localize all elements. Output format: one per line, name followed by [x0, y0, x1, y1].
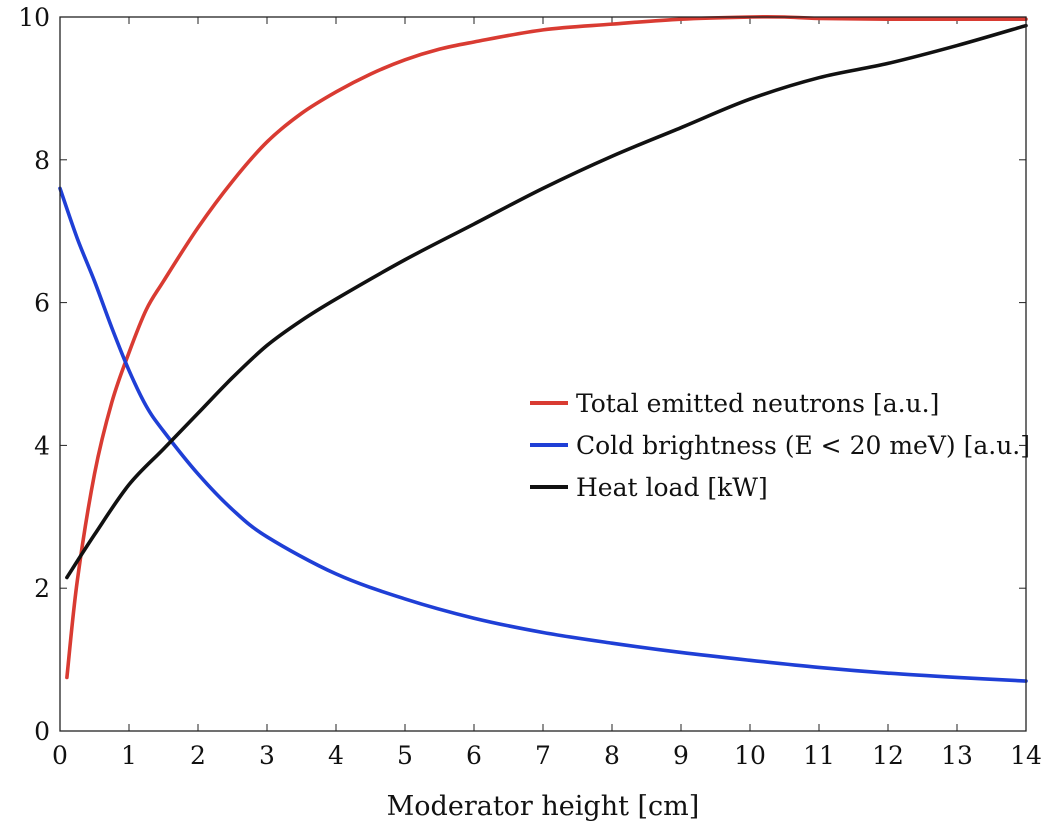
- x-tick-label: 12: [872, 741, 904, 770]
- legend-label: Heat load [kW]: [576, 473, 768, 502]
- y-tick-label: 6: [34, 289, 50, 318]
- x-tick-label: 8: [604, 741, 620, 770]
- series-lines: [58, 14, 1028, 683]
- total-neutrons-line: [65, 14, 1028, 680]
- x-tick-label: 13: [941, 741, 973, 770]
- y-tick-label: 0: [34, 717, 50, 746]
- x-tick-label: 2: [190, 741, 206, 770]
- x-tick-label: 10: [734, 741, 766, 770]
- x-tick-label: 1: [121, 741, 137, 770]
- x-tick-label: 3: [259, 741, 275, 770]
- x-tick-label: 14: [1010, 741, 1042, 770]
- x-tick-label: 9: [673, 741, 689, 770]
- x-tick-label: 0: [52, 741, 68, 770]
- legend: Total emitted neutrons [a.u.] Cold bright…: [530, 389, 1030, 502]
- legend-item-heat-load: Heat load [kW]: [530, 473, 768, 502]
- y-tick-label: 2: [34, 574, 50, 603]
- x-axis-label: Moderator height [cm]: [387, 791, 700, 822]
- y-tick-label: 4: [34, 431, 50, 460]
- x-tick-label: 11: [803, 741, 835, 770]
- legend-item-cold-brightness: Cold brightness (E < 20 meV) [a.u.]: [530, 431, 1030, 460]
- x-tick-label: 4: [328, 741, 344, 770]
- cold-brightness-line: [58, 186, 1028, 683]
- x-tick-label: 7: [535, 741, 551, 770]
- plot-frame: [59, 16, 1027, 732]
- heat-load-line: [65, 23, 1028, 580]
- x-tick-label: 6: [466, 741, 482, 770]
- legend-label: Cold brightness (E < 20 meV) [a.u.]: [576, 431, 1030, 460]
- x-tick-label: 5: [397, 741, 413, 770]
- y-tick-label: 8: [34, 146, 50, 175]
- legend-item-total-neutrons: Total emitted neutrons [a.u.]: [530, 389, 939, 418]
- y-tick-label: 10: [18, 3, 50, 32]
- axis-ticks: [59, 16, 1027, 732]
- legend-label: Total emitted neutrons [a.u.]: [576, 389, 939, 418]
